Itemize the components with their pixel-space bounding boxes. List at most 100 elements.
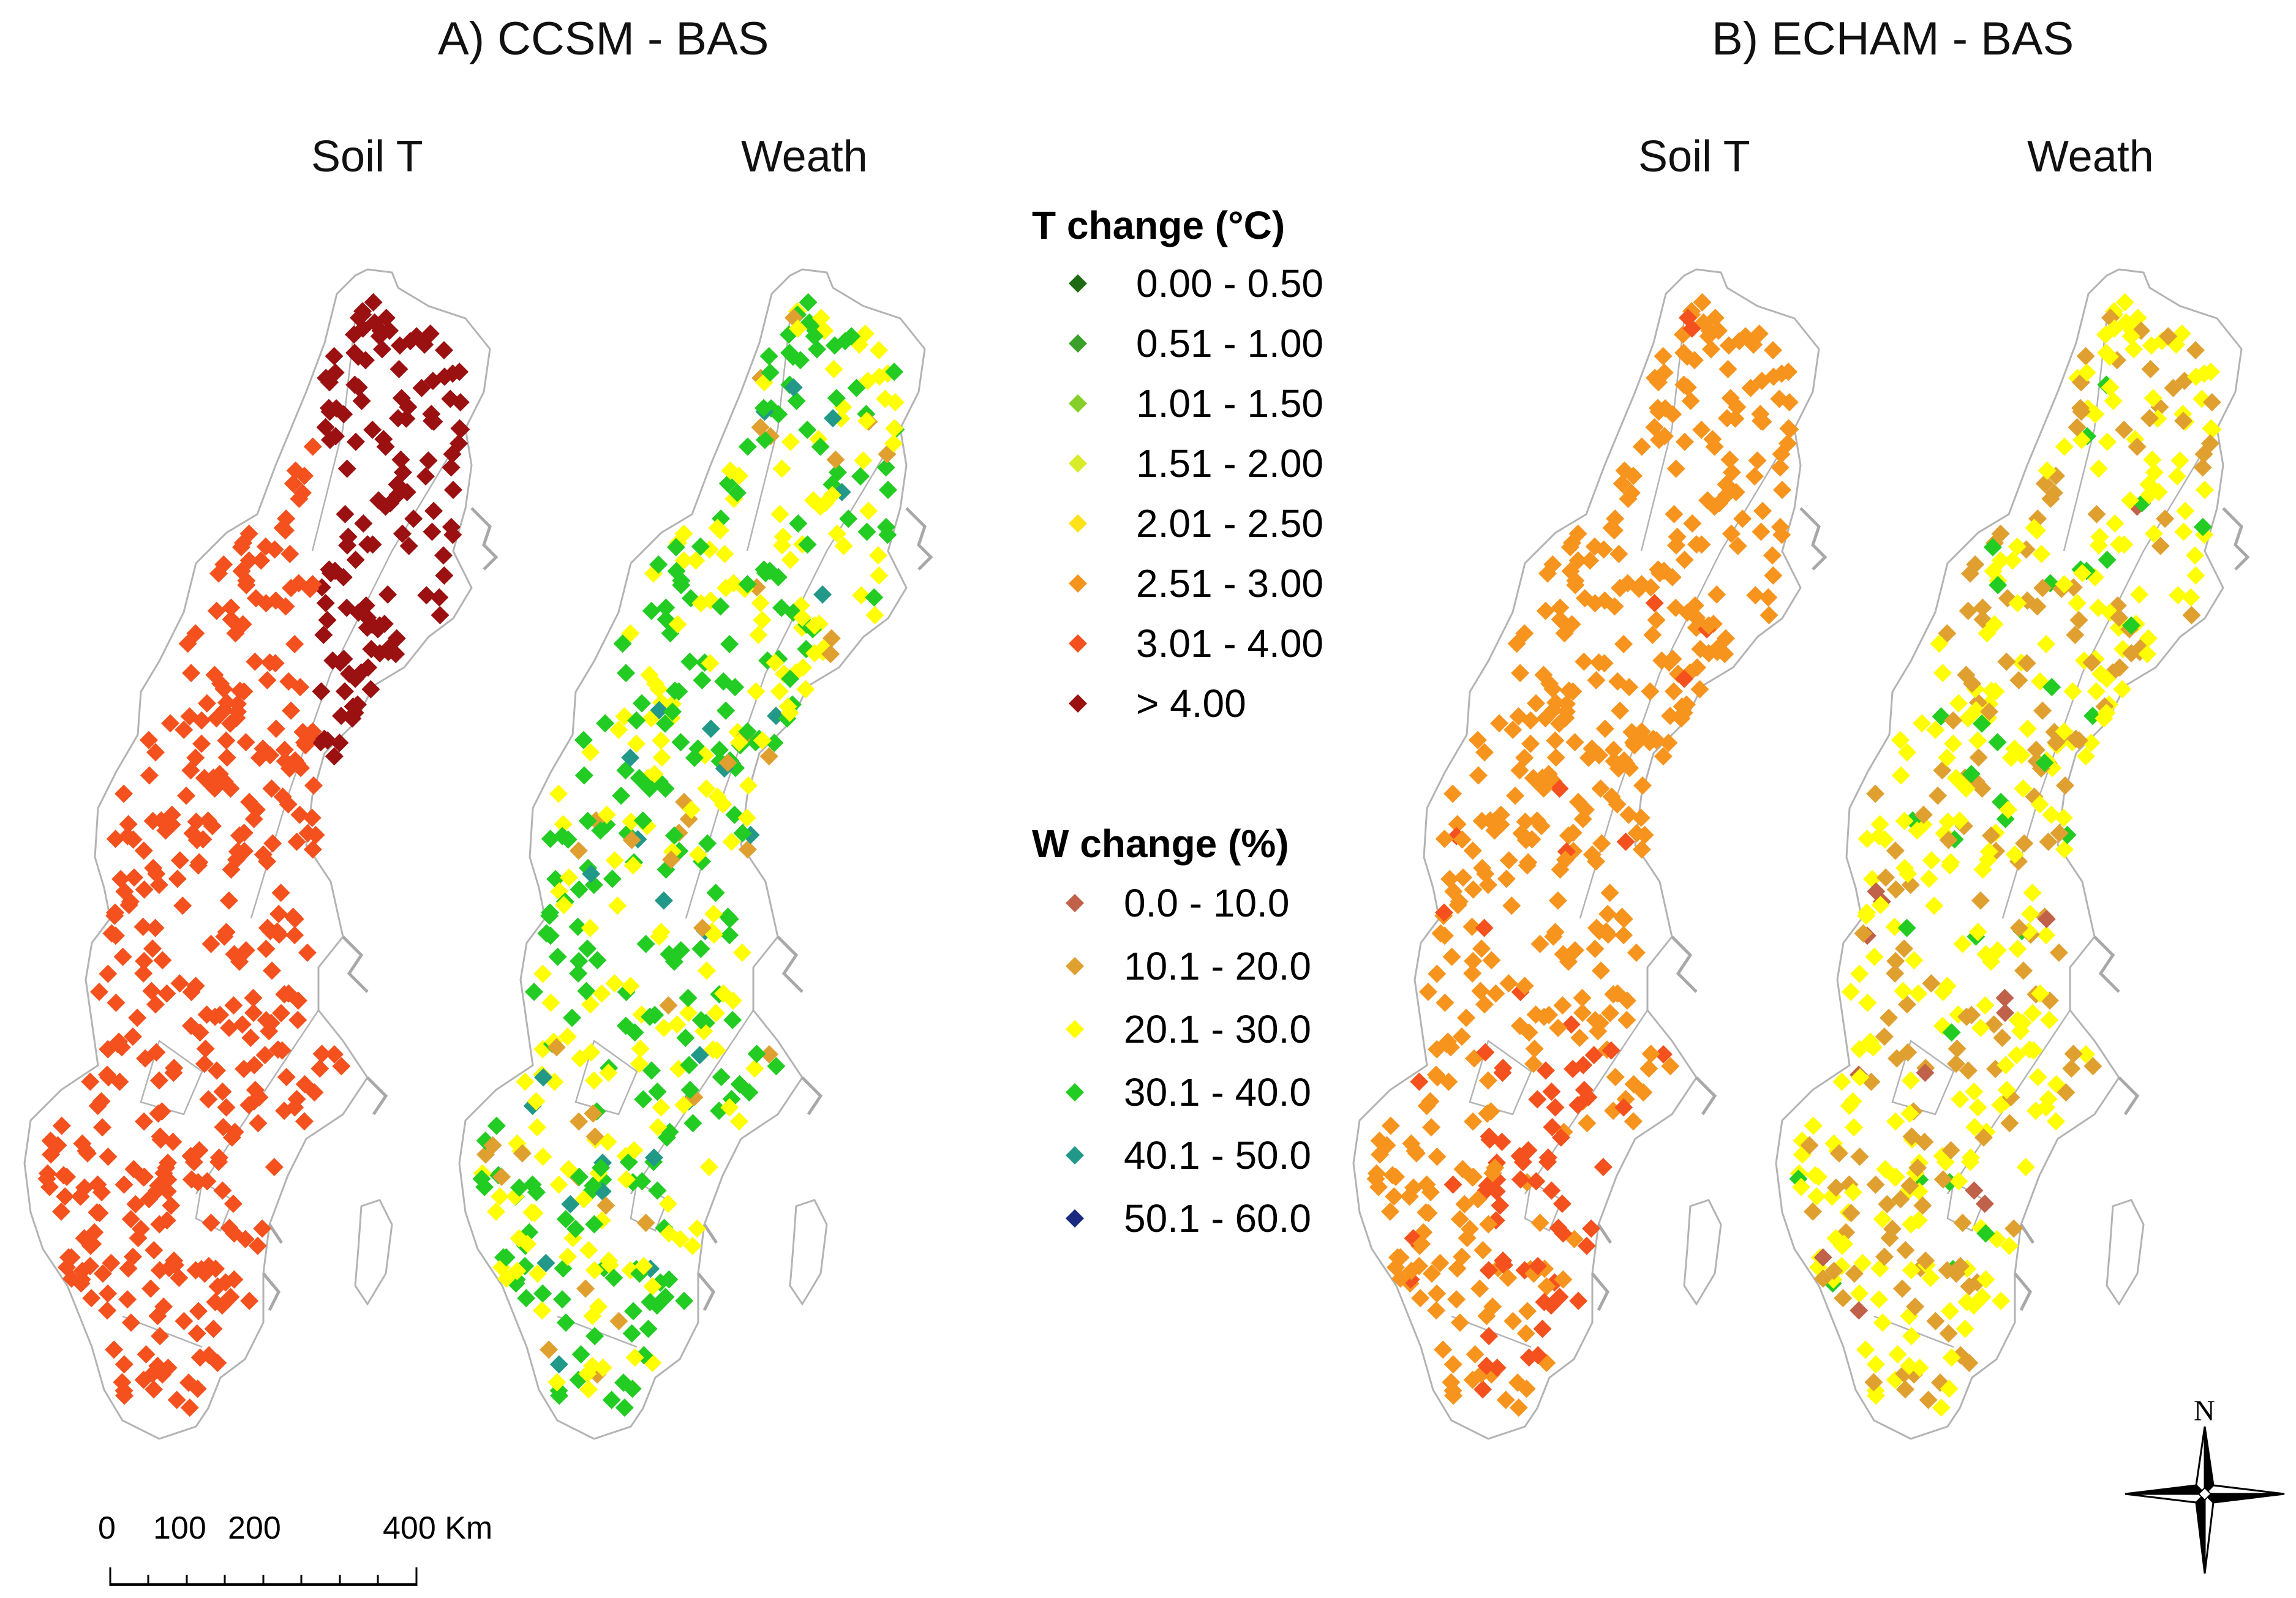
- map-point: [549, 1355, 568, 1374]
- map-point: [597, 1196, 615, 1215]
- map-point: [603, 869, 622, 888]
- legend-t-label-4: 1.51 - 2.00: [1136, 441, 1323, 486]
- map-point: [654, 891, 673, 910]
- map-point: [244, 989, 263, 1007]
- map-point: [82, 1289, 101, 1308]
- legend-w-item: 0.0 - 10.0: [1066, 881, 1289, 925]
- map-point: [121, 1313, 140, 1332]
- map-point: [563, 1008, 582, 1027]
- map-point: [1995, 989, 2014, 1007]
- map-point: [2033, 701, 2052, 720]
- map-point: [173, 896, 192, 915]
- legend-t-label-2: 0.51 - 1.00: [1136, 321, 1323, 366]
- map-point: [2016, 1158, 2035, 1177]
- map-point: [170, 851, 189, 870]
- map-point: [859, 501, 878, 520]
- map-point: [335, 682, 354, 701]
- map-point: [1909, 984, 1928, 1003]
- map-point: [2014, 961, 2033, 980]
- map-point: [1850, 1301, 1869, 1320]
- map-point: [1436, 993, 1455, 1012]
- map-point: [770, 505, 789, 523]
- legend-t-item: 3.01 - 4.00: [1069, 621, 1323, 666]
- legend-w-title: W change (%): [1032, 822, 1289, 866]
- map-point: [720, 926, 739, 945]
- map-point: [2055, 437, 2074, 456]
- map-point: [1971, 891, 1990, 910]
- map-point: [258, 671, 277, 689]
- map-point: [303, 437, 322, 456]
- map-point: [162, 1196, 181, 1215]
- map-point: [1955, 1319, 1974, 1338]
- legend-t-label-5: 2.01 - 2.50: [1136, 501, 1323, 546]
- map-point: [1435, 830, 1454, 849]
- map-point: [1549, 1018, 1568, 1037]
- map-point: [1842, 983, 1860, 1001]
- map-point: [549, 784, 568, 803]
- map-point: [1419, 983, 1437, 1001]
- map-point: [337, 459, 356, 478]
- map-point: [624, 1302, 642, 1321]
- map-point: [787, 391, 806, 410]
- map-point: [187, 1324, 206, 1343]
- map-point: [691, 939, 710, 958]
- map-point: [869, 546, 887, 565]
- map-point: [2003, 551, 2022, 570]
- north-arrow: N: [2125, 1395, 2285, 1574]
- legend-t-swatch-3: [1069, 394, 1087, 413]
- map-point: [1898, 995, 1916, 1014]
- scale-bar-ticks: [109, 1567, 418, 1586]
- map-point: [772, 459, 791, 478]
- map-point: [1480, 1327, 1499, 1346]
- map-point: [1804, 1202, 1822, 1221]
- map-point: [146, 918, 165, 937]
- map-point: [1939, 1324, 1958, 1343]
- map-point: [1614, 926, 1633, 945]
- map-point: [1763, 546, 1782, 565]
- legend-w-swatch-6: [1066, 1209, 1084, 1228]
- map-point: [738, 437, 757, 456]
- map-point: [1926, 1311, 1945, 1330]
- map-point: [105, 1340, 124, 1359]
- map-point: [715, 544, 734, 563]
- map-point: [177, 786, 196, 805]
- map-point: [1499, 851, 1518, 870]
- map-point: [1919, 869, 1938, 888]
- map-point: [789, 514, 808, 533]
- legend-w-item: 30.1 - 40.0: [1066, 1070, 1311, 1114]
- scale-label-200: 200: [228, 1510, 281, 1546]
- map-point: [2182, 606, 2201, 625]
- map-point: [314, 626, 333, 644]
- map-point: [553, 1290, 572, 1309]
- map-point: [1941, 1302, 1959, 1321]
- map-point: [303, 808, 322, 827]
- map-point: [2174, 522, 2193, 541]
- legend-t-label-6: 2.51 - 3.00: [1136, 561, 1323, 606]
- map-point: [541, 993, 560, 1012]
- map-point: [1609, 544, 1628, 563]
- map-point: [263, 961, 281, 980]
- map-point: [657, 598, 676, 617]
- legend-w-swatch-2: [1066, 957, 1084, 975]
- map-point: [430, 588, 449, 607]
- map-point: [2023, 883, 2042, 902]
- map-point: [271, 883, 290, 902]
- map-point: [1683, 514, 1702, 533]
- map-a-weath: [458, 268, 931, 1440]
- map-point: [1948, 1039, 1967, 1058]
- map-point: [2037, 635, 2056, 653]
- map-point: [56, 1187, 75, 1206]
- map-point: [224, 996, 243, 1015]
- map-point: [737, 808, 756, 827]
- map-point: [282, 701, 301, 720]
- map-point: [1617, 1011, 1636, 1029]
- map-point: [1632, 808, 1650, 827]
- map-point: [865, 588, 884, 607]
- map-point: [390, 359, 408, 378]
- legend-w-label-6: 50.1 - 60.0: [1124, 1196, 1311, 1240]
- map-point: [1497, 869, 1516, 888]
- legend-t-item: 0.00 - 0.50: [1069, 261, 1323, 306]
- map-point: [217, 1098, 236, 1117]
- map-point: [219, 891, 238, 910]
- map-point: [1428, 1147, 1447, 1166]
